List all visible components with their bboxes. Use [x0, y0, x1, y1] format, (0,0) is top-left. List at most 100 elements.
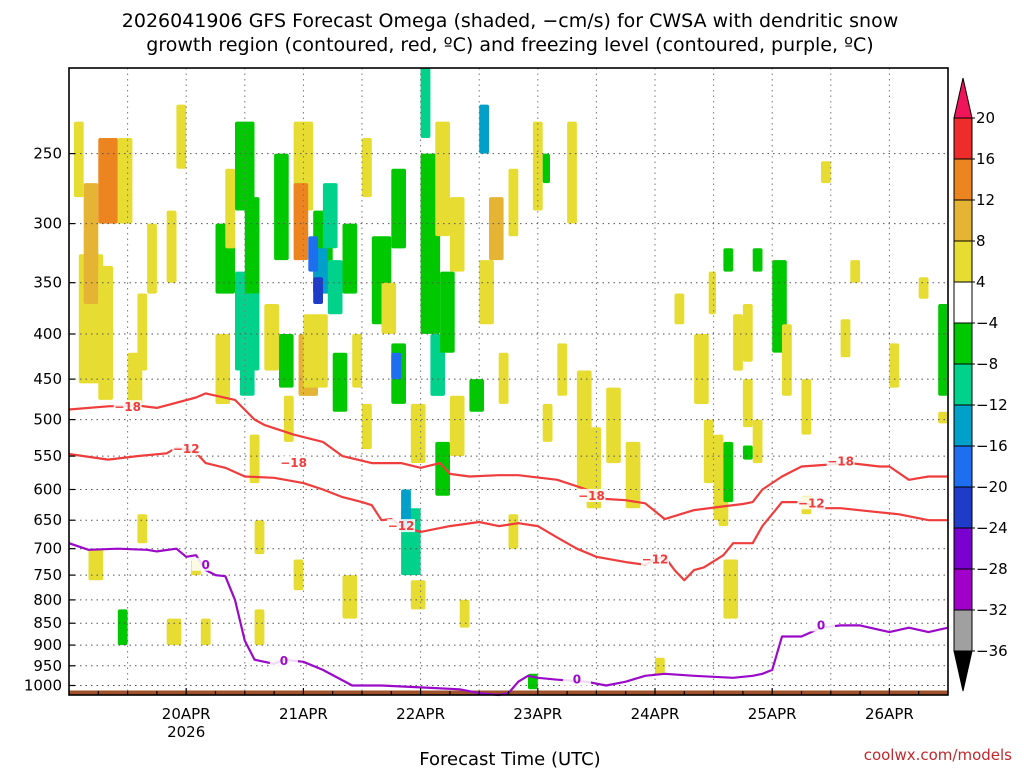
omega-cell	[489, 197, 504, 261]
omega-cell	[362, 403, 372, 450]
x-tick-label: 23APR	[513, 705, 562, 723]
contour-label-0: 0	[817, 618, 825, 632]
colorbar-segment	[953, 199, 973, 242]
y-tick-label: 250	[33, 145, 62, 163]
omega-cell	[674, 293, 685, 325]
omega-cell	[381, 282, 397, 334]
omega-cell	[83, 183, 99, 304]
freezing-level-line	[68, 542, 949, 697]
omega-cell	[694, 334, 709, 404]
omega-cell	[498, 352, 509, 404]
omega-cell	[274, 153, 289, 261]
omega-cell	[137, 514, 148, 544]
omega-cell	[586, 427, 602, 509]
omega-cell	[752, 248, 763, 272]
contour-label-m12: −12	[173, 442, 200, 456]
omega-cell	[918, 277, 929, 299]
omega-cell	[117, 138, 133, 224]
omega-cell	[532, 121, 543, 211]
contour-label-0-bg	[269, 654, 298, 667]
colorbar-segment	[953, 281, 973, 324]
omega-cell	[308, 236, 319, 272]
y-tick-label: 500	[33, 411, 62, 429]
contour-label-m18: −18	[827, 455, 854, 469]
colorbar-segment	[953, 322, 973, 365]
contour-label-m12: −12	[798, 496, 825, 510]
omega-cell	[254, 609, 265, 646]
omega-cell	[479, 104, 489, 154]
contour-label-0: 0	[280, 654, 288, 668]
omega-cell	[98, 138, 118, 224]
colorbar-segment	[953, 158, 973, 201]
omega-cell	[708, 271, 716, 315]
omega-cell	[410, 580, 426, 610]
y-tick-label: 850	[33, 614, 62, 632]
omega-cell	[98, 265, 113, 400]
colorbar-label: 12	[976, 191, 995, 209]
contour-label-m12: −12	[388, 519, 415, 533]
omega-cell	[420, 153, 441, 334]
isotherm-minus12-line	[68, 446, 948, 582]
omega-cell	[742, 379, 753, 428]
omega-cell	[435, 441, 450, 496]
y-tick-label: 700	[33, 540, 62, 558]
chart-title-line2: growth region (contoured, red, ºC) and f…	[146, 34, 873, 56]
omega-shading	[73, 68, 948, 690]
omega-cell	[313, 277, 323, 304]
contour-label-m18-bg	[279, 456, 308, 470]
omega-cell	[938, 304, 948, 396]
contour-label-m18-bg	[113, 400, 142, 414]
omega-cell	[166, 210, 177, 283]
omega-cell	[459, 599, 470, 628]
omega-cell	[557, 343, 568, 396]
omega-cell	[166, 618, 182, 646]
omega-cell	[200, 618, 211, 646]
omega-cell	[449, 197, 465, 272]
x-tick-year-label: 2026	[167, 723, 205, 741]
omega-cell	[742, 304, 753, 362]
omega-cell	[254, 520, 265, 555]
x-tick-label: 25APR	[748, 705, 797, 723]
y-tick-label: 1000	[24, 677, 62, 695]
colorbar-label: 20	[976, 109, 995, 127]
omega-cell	[606, 387, 621, 464]
colorbar-label: −36	[976, 642, 1008, 660]
colorbar-label: −16	[976, 437, 1008, 455]
omega-cell	[391, 168, 406, 249]
credit-text: coolwx.com/models	[864, 746, 1012, 764]
colorbar-label: 4	[976, 273, 986, 291]
omega-cell	[283, 395, 294, 442]
colorbar-label: 16	[976, 150, 995, 168]
omega-cell	[723, 559, 738, 619]
contour-label-m18: −18	[578, 489, 605, 503]
omega-cell	[239, 343, 255, 396]
grid-lines	[69, 68, 948, 695]
contour-label-0: 0	[202, 558, 210, 572]
omega-cell	[420, 68, 431, 138]
omega-cell	[742, 445, 753, 460]
omega-cell	[723, 441, 734, 503]
omega-cell	[938, 411, 948, 424]
colorbar-label: −4	[976, 314, 998, 332]
y-tick-label: 300	[33, 215, 62, 233]
colorbar-segment	[953, 363, 973, 406]
omega-cell	[362, 138, 372, 198]
omega-cell	[176, 104, 187, 169]
x-tick-label: 20APR	[162, 705, 211, 723]
colorbar-label: −24	[976, 519, 1008, 537]
omega-cell	[225, 168, 236, 249]
y-tick-label: 450	[33, 370, 62, 388]
omega-cell	[508, 168, 519, 237]
contour-label-0-bg	[562, 672, 591, 686]
omega-cell	[840, 319, 851, 358]
contour-label-m12-bg	[172, 442, 201, 456]
colorbar-segment	[953, 240, 973, 283]
omega-cell	[508, 514, 519, 549]
omega-cell	[88, 548, 104, 581]
omega-cell	[73, 121, 84, 198]
y-tick-label: 600	[33, 481, 62, 499]
omega-cell	[821, 161, 831, 184]
colorbar: 20 16 12 8 4 −4 −8 −12 −16 −20 −24 −28 −32 −36	[953, 77, 1008, 692]
omega-cell	[322, 183, 338, 249]
